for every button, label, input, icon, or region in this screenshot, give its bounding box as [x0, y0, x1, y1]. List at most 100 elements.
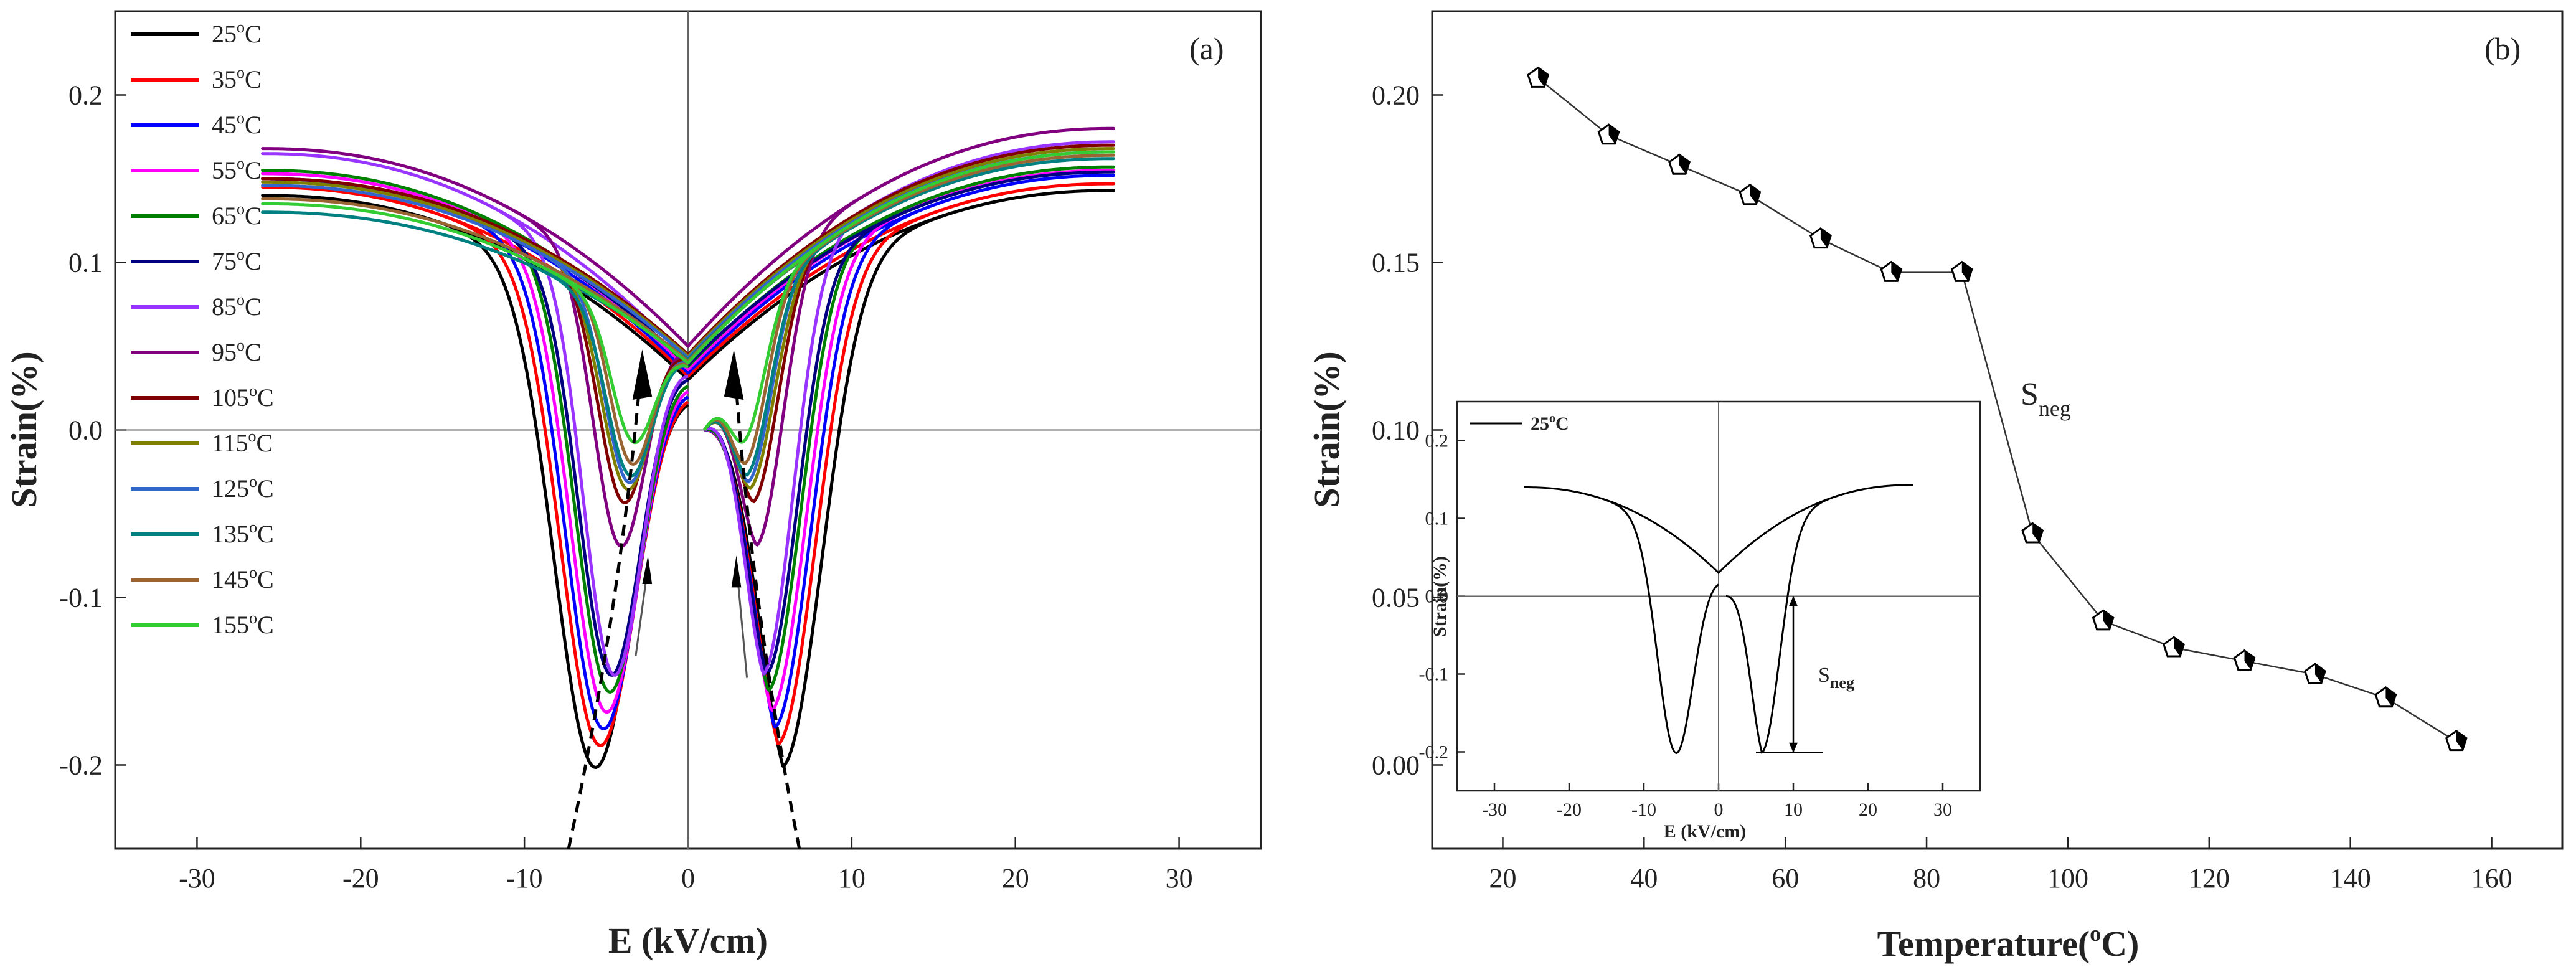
legend-unit: C [245, 65, 262, 93]
panel-a-dashed-guides [567, 349, 801, 849]
legend-unit: C [245, 247, 262, 275]
panel-b-ylabel: Strain(%) [1306, 351, 1347, 507]
legend-unit: C [245, 20, 262, 48]
inset-legend: 25oC [1470, 412, 1569, 434]
inset-legend-label: 25oC [1531, 412, 1569, 434]
panel-a-ylabel: Strain(%) [4, 351, 44, 507]
panel-b-point-shade [2385, 687, 2396, 707]
inset-butterfly-curve [1524, 484, 1913, 754]
inset-ylabel: Strain(%) [1430, 556, 1450, 637]
inset-xtick-label: 10 [1784, 800, 1803, 820]
panel-a-xtick-label: 20 [1002, 863, 1029, 894]
panel-b-series [1527, 66, 2468, 752]
panel-b-ytick-label: 0.15 [1372, 248, 1420, 278]
panel-a-ytick-label: -0.2 [59, 750, 103, 781]
inset-xtick-label: 0 [1714, 800, 1724, 820]
panel-b-point-shade [1679, 154, 1690, 174]
panel-b-ytick-label: 0.20 [1372, 80, 1420, 111]
legend-unit: C [245, 293, 262, 321]
inset-ytick-label: 0.1 [1425, 509, 1449, 529]
panel-b-label: (b) [2484, 31, 2521, 66]
panel-b-sneg-sub: neg [2039, 396, 2071, 421]
panel-a-xtick-label: -10 [506, 863, 543, 894]
panel-b-point-shade [2244, 650, 2255, 670]
panel-b-point-shade [1891, 262, 1902, 281]
legend-label-155C: 155oC [212, 609, 274, 639]
legend-value: 155 [212, 611, 249, 639]
legend-label-65C: 65oC [212, 200, 262, 230]
legend-sup: o [237, 154, 245, 172]
inset-xtick-label: 30 [1933, 800, 1952, 820]
legend-sup: o [249, 609, 257, 627]
inset-curve [1524, 484, 1913, 754]
inset-sneg-sub: neg [1830, 674, 1854, 692]
inset-xtick-label: -20 [1557, 800, 1582, 820]
legend-label-115C: 115oC [212, 427, 273, 457]
panel-b-xlabel-main: Temperature( [1877, 923, 2090, 964]
panel-b-point-shade [1961, 262, 1972, 281]
small-arrow-positive [736, 572, 748, 678]
inset-ytick-label: -0.1 [1419, 664, 1449, 685]
legend-sup: o [249, 382, 257, 400]
panel-b-xtick-label: 40 [1630, 863, 1658, 894]
legend-sup: o [237, 291, 245, 309]
legend-unit: C [245, 202, 262, 230]
legend-value: 135 [212, 520, 249, 548]
small-arrow-negative [635, 572, 648, 656]
inset-legend-value: 25 [1531, 413, 1549, 434]
inset-legend-sup: o [1549, 412, 1555, 425]
inset-sneg-s: S [1818, 664, 1830, 687]
panel-a-xtick-label: 30 [1166, 863, 1193, 894]
panel-b-line [1537, 77, 2457, 742]
panel-a-ytick-label: 0.1 [68, 248, 103, 278]
series-155C-curve [261, 150, 1115, 445]
legend-label-105C: 105oC [212, 382, 274, 412]
panel-a-legend: 25oC35oC45oC55oC65oC75oC85oC95oC105oC115… [131, 18, 274, 639]
panel-b-point-shade [2032, 523, 2043, 543]
small-arrowhead-negative [642, 555, 653, 584]
legend-value: 55 [212, 156, 237, 184]
inset-xlabel: E (kV/cm) [1664, 821, 1746, 842]
legend-label-85C: 85oC [212, 291, 262, 321]
panel-b-sneg-s: S [2021, 377, 2039, 412]
panel-b-sneg-annotation: Sneg [2021, 377, 2071, 421]
legend-label-145C: 145oC [212, 564, 274, 593]
legend-value: 25 [212, 20, 237, 48]
legend-unit: C [257, 565, 274, 593]
panel-a-label: (a) [1189, 31, 1224, 66]
panel-b-xtick-label: 140 [2330, 863, 2371, 894]
panel-b-xtick-label: 160 [2471, 863, 2512, 894]
legend-label-35C: 35oC [212, 64, 262, 93]
legend-label-75C: 75oC [212, 245, 262, 275]
legend-label-125C: 125oC [212, 473, 274, 502]
legend-unit: C [257, 429, 273, 457]
legend-sup: o [248, 427, 257, 445]
panel-b-point-shade [1538, 67, 1549, 87]
panel-b: 20 40 60 80 100 120 140 1600.000.050.100.150.20… [1306, 10, 2564, 964]
panel-a-xtick-label: -20 [342, 863, 379, 894]
arrowhead-negative [632, 349, 653, 400]
panel-a-xtick-label: 0 [681, 863, 695, 894]
legend-unit: C [257, 474, 274, 502]
legend-value: 105 [212, 384, 249, 412]
panel-b-point-shade [1750, 184, 1760, 204]
legend-sup: o [237, 245, 245, 263]
panel-b-xlabel-end: C) [2101, 923, 2139, 964]
legend-value: 45 [212, 111, 237, 139]
panel-b-point-shade [2456, 730, 2466, 750]
panel-b-point-shade [1820, 228, 1831, 248]
panel-b-ytick-label: 0.05 [1372, 583, 1420, 613]
inset-xtick-label: -10 [1631, 800, 1656, 820]
inset-sneg-arrowhead-bottom [1789, 742, 1798, 753]
inset-legend-unit: C [1555, 413, 1569, 434]
dashed-guide-negative [567, 354, 644, 849]
panel-b-point-shade [2174, 637, 2184, 656]
inset-sneg-arrowhead-top [1789, 596, 1798, 606]
panel-b-xlabel: Temperature(oC) [1877, 921, 2140, 964]
panel-b-inset: -30 -20 -10 0 10 20 30 -0.2 -0.1 0.0 0.1 0.2 25oC E… [1419, 400, 1981, 842]
legend-value: 85 [212, 293, 237, 321]
inset-ytick-label: -0.2 [1419, 742, 1449, 763]
panel-b-xtick-label: 60 [1772, 863, 1799, 894]
legend-value: 65 [212, 202, 237, 230]
inset-sneg-annotation: Sneg [1818, 664, 1854, 692]
